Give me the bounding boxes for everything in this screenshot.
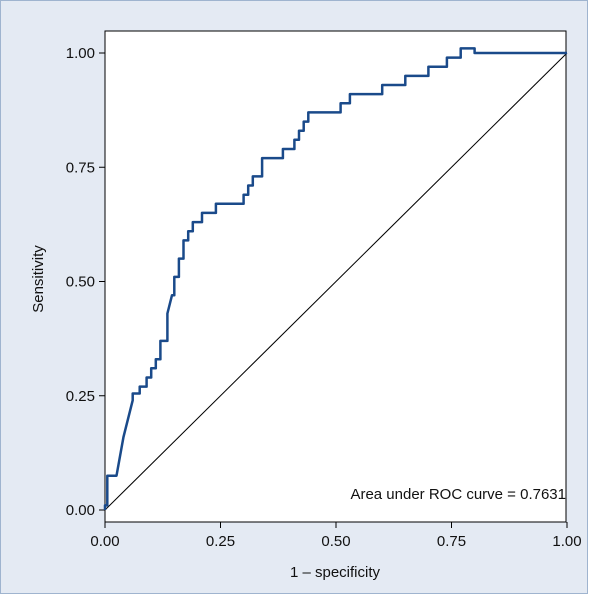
y-tick-label: 0.00: [66, 502, 95, 519]
auc-annotation: Area under ROC curve = 0.7631: [350, 486, 566, 503]
y-tick-label: 0.50: [66, 274, 95, 291]
y-axis-title: Sensitivity: [30, 245, 47, 313]
x-tick-label: 1.00: [552, 533, 581, 550]
reference-diagonal-line: [104, 52, 568, 511]
y-tick-label: 0.25: [66, 388, 95, 405]
x-tick-label: 0.50: [321, 533, 350, 550]
roc-curve-line: [103, 47, 567, 510]
x-axis: 0.00 0.25 0.50 0.75 1.00: [90, 522, 582, 550]
y-axis: 0.00 0.25 0.50 0.75 1.00: [66, 45, 105, 519]
x-tick-label: 0.25: [206, 533, 235, 550]
x-tick-label: 0.00: [90, 533, 119, 550]
x-tick-label: 0.75: [437, 533, 466, 550]
y-tick-label: 1.00: [66, 45, 95, 62]
y-tick-label: 0.75: [66, 159, 95, 176]
x-axis-title: 1 – specificity: [290, 564, 381, 581]
